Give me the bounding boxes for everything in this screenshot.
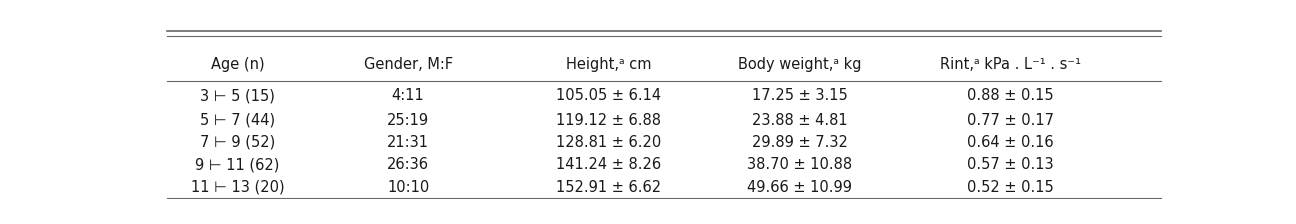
Text: 5 ⊢ 7 (44): 5 ⊢ 7 (44) bbox=[200, 112, 275, 127]
Text: 128.81 ± 6.20: 128.81 ± 6.20 bbox=[556, 135, 661, 150]
Text: 23.88 ± 4.81: 23.88 ± 4.81 bbox=[752, 112, 848, 127]
Text: 3 ⊢ 5 (15): 3 ⊢ 5 (15) bbox=[200, 88, 275, 103]
Text: 10:10: 10:10 bbox=[388, 180, 429, 195]
Text: 0.57 ± 0.13: 0.57 ± 0.13 bbox=[967, 157, 1054, 172]
Text: Body weight,ᵃ kg: Body weight,ᵃ kg bbox=[737, 57, 862, 72]
Text: 21:31: 21:31 bbox=[388, 135, 429, 150]
Text: Age (n): Age (n) bbox=[210, 57, 264, 72]
Text: 9 ⊢ 11 (62): 9 ⊢ 11 (62) bbox=[196, 157, 280, 172]
Text: 141.24 ± 8.26: 141.24 ± 8.26 bbox=[556, 157, 661, 172]
Text: 119.12 ± 6.88: 119.12 ± 6.88 bbox=[556, 112, 661, 127]
Text: 105.05 ± 6.14: 105.05 ± 6.14 bbox=[556, 88, 661, 103]
Text: 0.52 ± 0.15: 0.52 ± 0.15 bbox=[967, 180, 1054, 195]
Text: Rint,ᵃ kPa . L⁻¹ . s⁻¹: Rint,ᵃ kPa . L⁻¹ . s⁻¹ bbox=[940, 57, 1081, 72]
Text: Height,ᵃ cm: Height,ᵃ cm bbox=[566, 57, 652, 72]
Text: 17.25 ± 3.15: 17.25 ± 3.15 bbox=[752, 88, 848, 103]
Text: 11 ⊢ 13 (20): 11 ⊢ 13 (20) bbox=[191, 180, 284, 195]
Text: 0.64 ± 0.16: 0.64 ± 0.16 bbox=[967, 135, 1054, 150]
Text: 38.70 ± 10.88: 38.70 ± 10.88 bbox=[748, 157, 853, 172]
Text: 0.77 ± 0.17: 0.77 ± 0.17 bbox=[967, 112, 1054, 127]
Text: 26:36: 26:36 bbox=[388, 157, 429, 172]
Text: 7 ⊢ 9 (52): 7 ⊢ 9 (52) bbox=[200, 135, 275, 150]
Text: 152.91 ± 6.62: 152.91 ± 6.62 bbox=[556, 180, 661, 195]
Text: 25:19: 25:19 bbox=[388, 112, 429, 127]
Text: 29.89 ± 7.32: 29.89 ± 7.32 bbox=[752, 135, 848, 150]
Text: Gender, M:F: Gender, M:F bbox=[363, 57, 452, 72]
Text: 0.88 ± 0.15: 0.88 ± 0.15 bbox=[967, 88, 1054, 103]
Text: 4:11: 4:11 bbox=[391, 88, 425, 103]
Text: 49.66 ± 10.99: 49.66 ± 10.99 bbox=[748, 180, 853, 195]
